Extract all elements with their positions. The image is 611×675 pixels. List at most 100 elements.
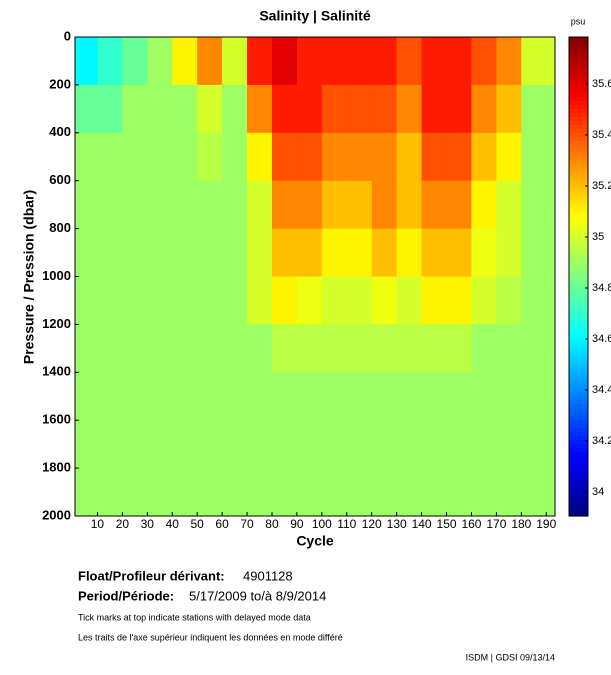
colorbar-swatch [569, 80, 588, 86]
cell [396, 228, 423, 277]
colorbar-swatch [569, 44, 588, 50]
colorbar-swatch [569, 448, 588, 453]
y-tick-label: 400 [49, 124, 71, 139]
cell [346, 37, 373, 86]
cell [521, 37, 547, 86]
cell [75, 228, 98, 277]
colorbar-swatch [569, 172, 588, 178]
cell [446, 276, 472, 325]
note-fr: Les traits de l'axe supérieur indiquent … [78, 632, 343, 642]
cell [197, 276, 223, 325]
colorbar-swatch [569, 136, 588, 142]
colorbar-swatch [569, 384, 588, 389]
credit: ISDM | GDSI 09/13/14 [466, 652, 555, 662]
cell [471, 276, 497, 325]
x-tick-label: 190 [536, 517, 556, 531]
colorbar-swatch [569, 280, 588, 286]
colorbar-swatch [569, 84, 588, 90]
cell [546, 468, 556, 517]
cell [346, 132, 373, 182]
cell [346, 84, 373, 134]
cell [546, 37, 556, 86]
cell [122, 468, 148, 517]
cell [421, 132, 448, 182]
cell [521, 228, 547, 277]
colorbar-swatch [569, 48, 588, 54]
cell [97, 228, 123, 277]
colorbar-swatch [569, 480, 588, 485]
cell [421, 37, 448, 86]
cell [122, 132, 148, 182]
cell [346, 468, 373, 517]
cell [147, 276, 173, 325]
cell [197, 324, 223, 373]
cell [546, 228, 556, 277]
cell [321, 324, 348, 373]
colorbar-swatch [569, 292, 588, 298]
cell [446, 84, 472, 134]
colorbar-swatch [569, 232, 588, 238]
colorbar-swatch [569, 88, 588, 94]
cell [546, 420, 556, 469]
colorbar-swatch [569, 456, 588, 461]
cell [321, 228, 348, 277]
colorbar-swatch [569, 464, 588, 469]
cell [446, 468, 472, 517]
cell [97, 132, 123, 182]
cell [396, 420, 423, 469]
cell [371, 228, 398, 277]
colorbar-swatch [569, 64, 588, 70]
cell [421, 372, 448, 421]
cell [321, 372, 348, 421]
cell [471, 180, 497, 230]
cell [147, 372, 173, 421]
cell [296, 180, 323, 230]
cell [471, 420, 497, 469]
cell [346, 228, 373, 277]
cell [371, 132, 398, 182]
cell [271, 276, 298, 325]
cell [521, 276, 547, 325]
colorbar-swatch [569, 228, 588, 234]
colorbar-swatch [569, 152, 588, 158]
cell [446, 420, 472, 469]
cell [321, 132, 348, 182]
cell [521, 132, 547, 182]
colorbar-swatch [569, 132, 588, 138]
cell [75, 84, 98, 134]
cell [172, 372, 198, 421]
cell [421, 180, 448, 230]
colorbar-swatch [569, 312, 588, 318]
cell [222, 468, 248, 517]
cell [247, 228, 273, 277]
cell [321, 468, 348, 517]
colorbar-tick-label: 35.6 [592, 78, 611, 90]
cell [546, 324, 556, 373]
cell [172, 180, 198, 230]
cell [396, 468, 423, 517]
cell [371, 37, 398, 86]
cell [122, 372, 148, 421]
cell [97, 276, 123, 325]
colorbar-swatch [569, 444, 588, 449]
cell [421, 228, 448, 277]
colorbar-tick-label: 34 [592, 486, 604, 498]
colorbar-swatch [569, 320, 588, 325]
x-tick-label: 60 [215, 517, 229, 531]
period: 5/17/2009 to/à 8/9/2014 [189, 588, 326, 603]
cell [97, 84, 123, 134]
cell [147, 84, 173, 134]
cell [421, 324, 448, 373]
colorbar-tick-label: 35.4 [592, 129, 611, 141]
colorbar-swatch [569, 324, 588, 329]
x-tick-label: 140 [412, 517, 432, 531]
cell [521, 180, 547, 230]
y-tick-label: 1800 [42, 460, 71, 475]
cell [296, 468, 323, 517]
cell [147, 132, 173, 182]
cell [496, 324, 522, 373]
colorbar-swatch [569, 100, 588, 106]
colorbar-swatch [569, 248, 588, 254]
x-axis-label: Cycle [296, 533, 334, 549]
